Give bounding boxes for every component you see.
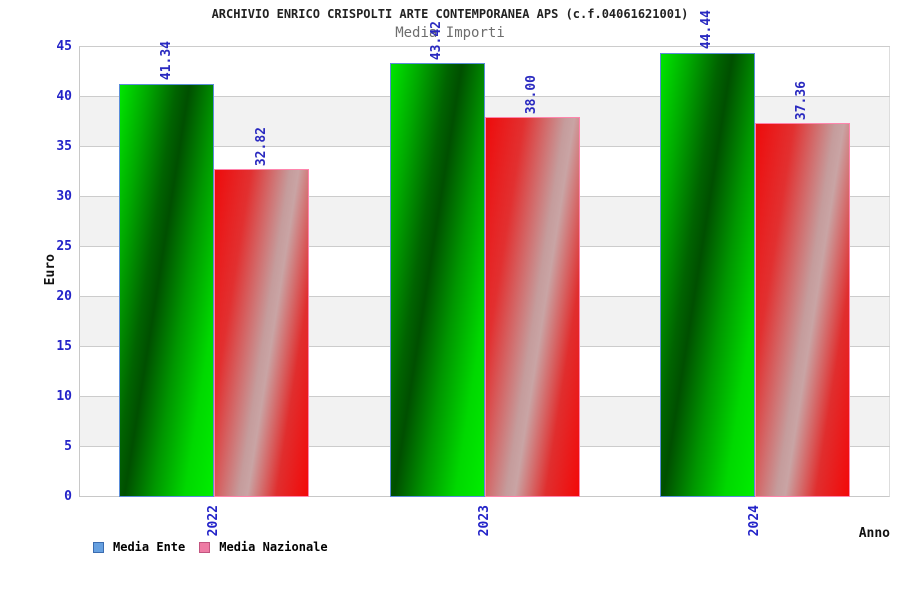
legend-entry-media-nazionale: Media Nazionale: [199, 540, 328, 554]
y-axis-title: Euro: [43, 254, 58, 286]
y-tick-label-35: 35: [56, 139, 72, 154]
bar-media-nazionale-2024: [754, 123, 850, 497]
legend-label: Media Ente: [113, 540, 186, 554]
bar-media-nazionale-2023: [484, 117, 580, 497]
x-tick-label-2022: 2022: [206, 505, 222, 537]
value-label-2022-0: 41.34: [158, 41, 174, 81]
bar-media-ente-2024: [659, 52, 755, 497]
x-tick-label-2023: 2023: [476, 505, 492, 537]
y-tick-label-5: 5: [64, 439, 72, 454]
value-label-2023-1: 38.00: [524, 74, 539, 114]
y-tick-label-45: 45: [56, 39, 72, 54]
value-label-2024-0: 44.44: [699, 10, 715, 50]
legend: Media Ente Media Nazionale: [93, 540, 328, 554]
chart-title: ARCHIVIO ENRICO CRISPOLTI ARTE CONTEMPOR…: [211, 7, 689, 21]
x-axis-title: Anno: [858, 526, 890, 541]
y-tick-label-25: 25: [56, 239, 72, 254]
y-tick-label-40: 40: [56, 89, 72, 104]
gridline-40: [79, 96, 890, 97]
x-tick-label-2024: 2024: [746, 505, 762, 537]
y-tick-label-15: 15: [56, 339, 72, 354]
y-tick-label-30: 30: [56, 189, 72, 204]
legend-swatch-icon: [199, 541, 211, 553]
value-label-2024-1: 37.36: [794, 81, 810, 121]
bar-media-ente-2022: [119, 83, 215, 497]
y-tick-label-0: 0: [64, 489, 72, 504]
y-tick-label-10: 10: [56, 389, 72, 404]
legend-entry-media-ente: Media Ente: [93, 540, 185, 554]
bar-media-nazionale-2022: [214, 168, 310, 497]
value-label-2023-0: 43.42: [429, 20, 444, 60]
value-label-2022-1: 32.82: [253, 126, 269, 166]
legend-swatch-icon: [93, 541, 104, 553]
y-tick-label-20: 20: [56, 289, 72, 304]
chart-subtitle: Media Importi: [395, 25, 505, 41]
legend-label: Media Nazionale: [219, 540, 328, 554]
bar-media-ente-2023: [389, 62, 485, 497]
gridline-45: [79, 46, 890, 47]
